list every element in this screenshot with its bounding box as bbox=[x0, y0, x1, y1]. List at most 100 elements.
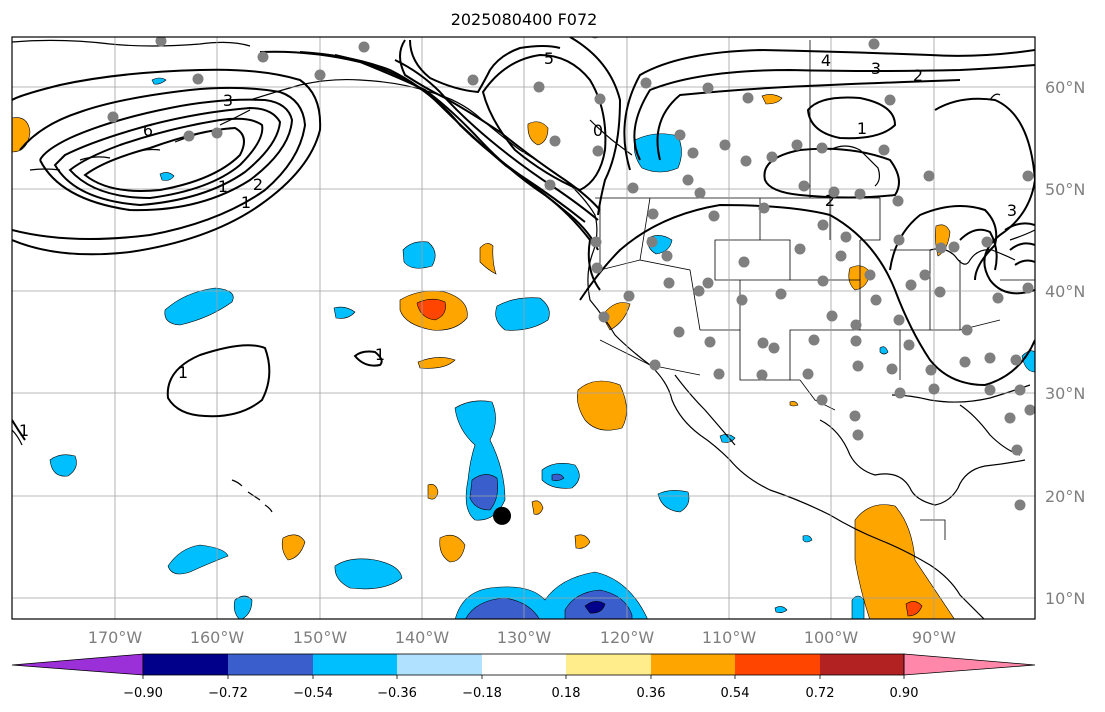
station-dot bbox=[640, 77, 652, 89]
station-dot bbox=[544, 179, 556, 191]
station-dot bbox=[893, 314, 905, 326]
station-dot bbox=[948, 241, 960, 253]
station-dot bbox=[623, 290, 635, 302]
station-dot bbox=[816, 142, 828, 154]
colorbar-bin bbox=[313, 654, 397, 675]
station-dot bbox=[775, 288, 787, 300]
colorbar-bin bbox=[566, 654, 651, 675]
station-dot bbox=[467, 74, 479, 86]
station-dot bbox=[693, 285, 705, 297]
station-dot bbox=[314, 69, 326, 81]
station-dot bbox=[884, 94, 896, 106]
station-dot bbox=[1004, 412, 1016, 424]
lat-label: 10°N bbox=[1045, 589, 1085, 608]
station-dot bbox=[849, 410, 861, 422]
station-dot bbox=[798, 180, 810, 192]
station-dot bbox=[981, 236, 993, 248]
lon-label: 170°W bbox=[88, 628, 143, 647]
station-dot bbox=[892, 195, 904, 207]
colorbar-bin bbox=[228, 654, 313, 675]
station-dot bbox=[852, 429, 864, 441]
station-dot bbox=[1022, 170, 1034, 182]
station-dot bbox=[661, 250, 673, 262]
negative-anomaly-area bbox=[657, 490, 690, 513]
station-dot bbox=[802, 368, 814, 380]
station-dot bbox=[854, 188, 866, 200]
station-dot bbox=[1024, 404, 1035, 416]
station-dot bbox=[687, 147, 699, 159]
station-dot bbox=[708, 210, 720, 222]
colorbar-tick-label: −0.90 bbox=[123, 686, 163, 701]
station-dot bbox=[868, 38, 880, 50]
station-dot bbox=[598, 311, 610, 323]
station-dot bbox=[627, 182, 639, 194]
station-dot bbox=[211, 127, 223, 139]
contour-label: 1 bbox=[19, 421, 29, 440]
negative-anomaly-area bbox=[402, 241, 436, 269]
station-dot bbox=[905, 279, 917, 291]
negative-anomaly-area bbox=[167, 544, 229, 575]
station-dot bbox=[738, 256, 750, 268]
station-dot bbox=[984, 384, 996, 396]
contour-label: 1 bbox=[218, 177, 228, 196]
station-dot bbox=[934, 286, 946, 298]
positive-anomaly-area bbox=[416, 298, 446, 321]
anomaly-fill-layer bbox=[12, 77, 1035, 619]
station-dot bbox=[742, 92, 754, 104]
station-dot bbox=[794, 243, 806, 255]
station-dot bbox=[740, 155, 752, 167]
colorbar-bin bbox=[651, 654, 735, 675]
station-dot bbox=[903, 339, 915, 351]
lon-label: 160°W bbox=[190, 628, 245, 647]
station-dot bbox=[594, 93, 606, 105]
negative-anomaly-area bbox=[334, 558, 403, 590]
positive-anomaly-area bbox=[479, 243, 497, 275]
negative-anomaly-area bbox=[49, 454, 77, 477]
station-dot bbox=[1014, 384, 1026, 396]
station-dot bbox=[592, 145, 604, 157]
colorbar-tick-label: 0.72 bbox=[806, 686, 835, 701]
contour-label: 0 bbox=[593, 121, 603, 140]
negative-anomaly-area bbox=[802, 535, 813, 543]
negative-anomaly-area bbox=[879, 346, 889, 355]
station-dot bbox=[864, 269, 876, 281]
colorbar-bin bbox=[482, 654, 566, 675]
contour-label-layer: 6 5 4 3 3 2 2 2 1 1 1 1 1 1 0 3 bbox=[19, 49, 1017, 440]
station-dot bbox=[758, 202, 770, 214]
lon-label: 120°W bbox=[600, 628, 655, 647]
station-dot bbox=[702, 277, 714, 289]
colorbar-outline bbox=[142, 653, 905, 676]
station-dot bbox=[850, 335, 862, 347]
lat-label: 60°N bbox=[1045, 78, 1085, 97]
contour-label: 1 bbox=[375, 345, 385, 364]
station-dot bbox=[358, 41, 370, 53]
station-dot bbox=[647, 208, 659, 220]
positive-anomaly-area bbox=[574, 534, 591, 549]
station-dot bbox=[549, 135, 561, 147]
station-dot bbox=[852, 360, 864, 372]
station-dot bbox=[704, 336, 716, 348]
station-dot bbox=[925, 364, 937, 376]
station-dot bbox=[840, 231, 852, 243]
station-dot bbox=[663, 277, 675, 289]
lat-label: 50°N bbox=[1045, 180, 1085, 199]
contour-label: 4 bbox=[821, 51, 831, 70]
positive-anomaly-area bbox=[905, 601, 923, 617]
colorbar-tick-label: −0.18 bbox=[462, 686, 502, 701]
lat-label: 20°N bbox=[1045, 487, 1085, 506]
contour-label: 3 bbox=[1007, 201, 1017, 220]
station-dot bbox=[719, 139, 731, 151]
positive-anomaly-area bbox=[854, 504, 955, 619]
station-dot bbox=[674, 129, 686, 141]
colorbar-tick-label: −0.36 bbox=[377, 686, 417, 701]
contour-label: 3 bbox=[871, 59, 881, 78]
state-border-layer bbox=[595, 40, 1035, 540]
station-dot bbox=[155, 37, 167, 47]
station-dot bbox=[757, 337, 769, 349]
lat-label: 40°N bbox=[1045, 282, 1085, 301]
negative-anomaly-area bbox=[774, 606, 788, 613]
contour-layer bbox=[12, 37, 1035, 441]
station-dot bbox=[808, 334, 820, 346]
station-dot bbox=[826, 310, 838, 322]
